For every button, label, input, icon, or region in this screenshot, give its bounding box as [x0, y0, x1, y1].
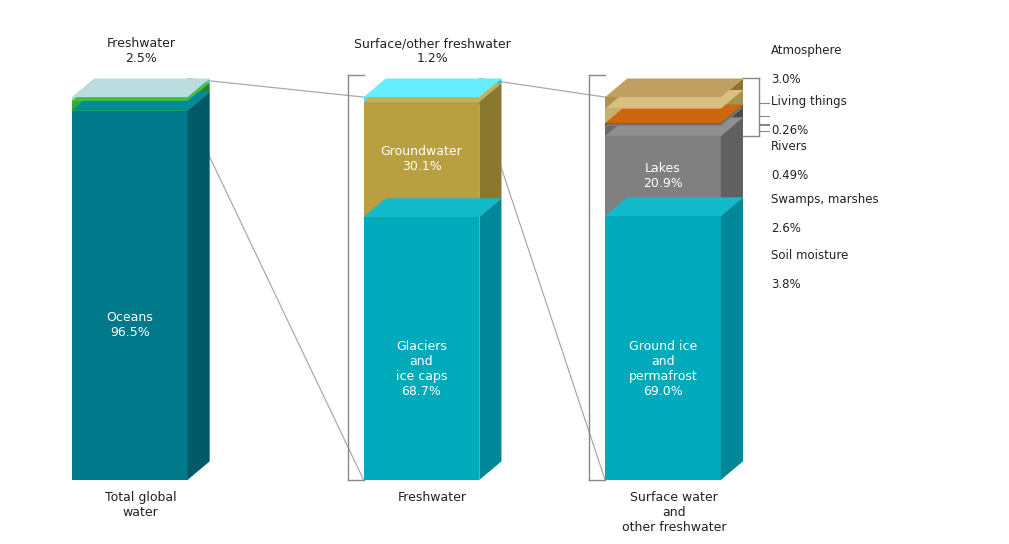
Polygon shape [720, 118, 743, 216]
Polygon shape [605, 90, 743, 109]
Text: Total global
water: Total global water [105, 491, 177, 518]
Text: Groundwater
30.1%: Groundwater 30.1% [380, 145, 462, 174]
Polygon shape [605, 109, 720, 123]
Polygon shape [720, 78, 743, 109]
Polygon shape [720, 104, 743, 124]
Polygon shape [188, 78, 210, 101]
Text: Surface water
and
other freshwater: Surface water and other freshwater [622, 491, 726, 534]
Polygon shape [605, 124, 720, 126]
Text: Freshwater: Freshwater [399, 491, 467, 504]
Text: 2.6%: 2.6% [771, 222, 801, 236]
Polygon shape [720, 197, 743, 480]
Polygon shape [72, 110, 188, 480]
Polygon shape [72, 92, 210, 110]
Polygon shape [363, 78, 501, 97]
Polygon shape [605, 118, 743, 136]
Polygon shape [720, 106, 743, 126]
Text: Lakes
20.9%: Lakes 20.9% [643, 162, 683, 190]
Text: Oceans
96.5%: Oceans 96.5% [106, 311, 153, 339]
Text: Freshwater
2.5%: Freshwater 2.5% [106, 37, 176, 65]
Polygon shape [72, 82, 210, 101]
Text: Rivers: Rivers [771, 140, 808, 153]
Polygon shape [605, 97, 720, 109]
Polygon shape [188, 82, 210, 110]
Polygon shape [605, 216, 720, 480]
Polygon shape [363, 102, 479, 217]
Polygon shape [605, 126, 720, 136]
Text: Living things: Living things [771, 95, 847, 108]
Text: Atmosphere: Atmosphere [771, 44, 843, 57]
Polygon shape [605, 106, 743, 124]
Polygon shape [605, 123, 720, 124]
Polygon shape [72, 78, 210, 97]
Polygon shape [479, 78, 501, 102]
Polygon shape [363, 97, 479, 102]
Polygon shape [605, 107, 743, 126]
Text: Swamps, marshes: Swamps, marshes [771, 193, 879, 206]
Polygon shape [720, 107, 743, 136]
Polygon shape [479, 83, 501, 217]
Polygon shape [605, 136, 720, 216]
Polygon shape [605, 197, 743, 216]
Polygon shape [363, 83, 501, 102]
Text: 3.8%: 3.8% [771, 278, 801, 291]
Polygon shape [363, 199, 501, 217]
Text: 3.0%: 3.0% [771, 73, 801, 86]
Text: Ground ice
and
permafrost
69.0%: Ground ice and permafrost 69.0% [629, 340, 697, 398]
Polygon shape [72, 101, 188, 110]
Polygon shape [605, 78, 743, 97]
Text: 0.49%: 0.49% [771, 169, 808, 182]
Text: Soil moisture: Soil moisture [771, 249, 849, 262]
Polygon shape [188, 92, 210, 480]
Polygon shape [479, 199, 501, 480]
Text: Surface/other freshwater
1.2%: Surface/other freshwater 1.2% [354, 37, 511, 65]
Polygon shape [605, 104, 743, 123]
Text: Glaciers
and
ice caps
68.7%: Glaciers and ice caps 68.7% [396, 341, 447, 399]
Polygon shape [363, 217, 479, 480]
Text: 0.26%: 0.26% [771, 124, 808, 137]
Polygon shape [72, 97, 188, 101]
Polygon shape [720, 90, 743, 123]
